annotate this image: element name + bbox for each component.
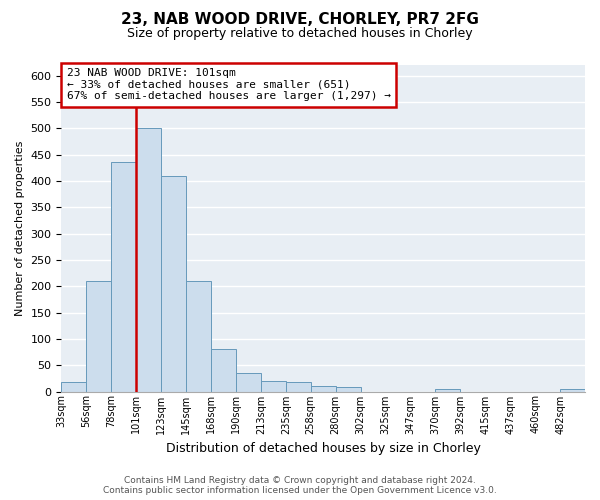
Bar (560, 389, 585, 392)
Bar (286, 382, 311, 392)
Text: Contains HM Land Registry data © Crown copyright and database right 2024.
Contai: Contains HM Land Registry data © Crown c… (103, 476, 497, 495)
Bar (61, 382, 86, 392)
Bar (86, 281, 111, 392)
Text: Size of property relative to detached houses in Chorley: Size of property relative to detached ho… (127, 28, 473, 40)
Bar (261, 381, 286, 392)
Bar (111, 162, 136, 392)
Bar (311, 386, 335, 392)
Y-axis label: Number of detached properties: Number of detached properties (15, 140, 25, 316)
Bar (186, 281, 211, 392)
Bar (236, 373, 261, 392)
Bar (161, 176, 186, 392)
Bar (436, 389, 460, 392)
Text: 23 NAB WOOD DRIVE: 101sqm
← 33% of detached houses are smaller (651)
67% of semi: 23 NAB WOOD DRIVE: 101sqm ← 33% of detac… (67, 68, 391, 102)
Text: 23, NAB WOOD DRIVE, CHORLEY, PR7 2FG: 23, NAB WOOD DRIVE, CHORLEY, PR7 2FG (121, 12, 479, 28)
X-axis label: Distribution of detached houses by size in Chorley: Distribution of detached houses by size … (166, 442, 481, 455)
Bar (335, 388, 361, 392)
Bar (136, 128, 161, 392)
Bar (211, 350, 236, 392)
